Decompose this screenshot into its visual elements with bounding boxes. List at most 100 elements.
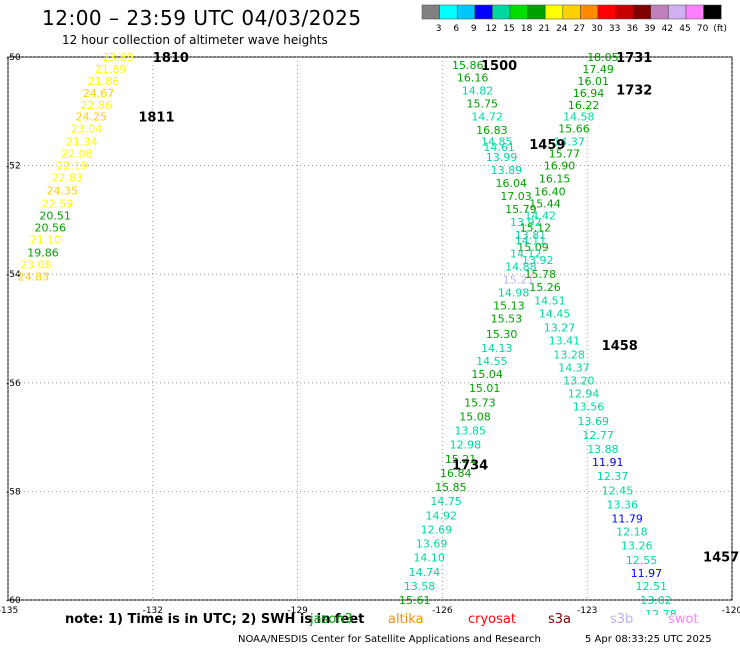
- wave-height-point: 20.56: [35, 222, 66, 235]
- wave-height-point: 13.99: [486, 151, 517, 164]
- legend-label: 15: [503, 24, 514, 34]
- wave-height-point: 13.85: [454, 425, 486, 438]
- y-tick-label: -56: [6, 379, 21, 389]
- y-tick-label: -50: [6, 53, 21, 63]
- legend-label: 30: [591, 24, 603, 34]
- satellite-legend-s3b: s3b: [610, 612, 634, 627]
- wave-height-point: 15.01: [469, 382, 501, 395]
- wave-height-point: 14.74: [409, 566, 441, 579]
- wave-height-point: 15.86: [452, 59, 484, 72]
- wave-height-point: 14.72: [471, 111, 503, 124]
- wave-height-point: 22.08: [61, 148, 93, 161]
- wave-height-point: 15.12: [520, 222, 552, 235]
- wave-height-point: 14.51: [534, 294, 566, 307]
- footer-credit: NOAA/NESDIS Center for Satellite Applica…: [238, 634, 541, 645]
- track-label: 1458: [602, 339, 638, 354]
- wave-height-point: 12.37: [597, 470, 629, 483]
- wave-height-point: 15.77: [549, 148, 581, 161]
- wave-height-point: 14.88: [505, 261, 537, 274]
- wave-height-point: 13.36: [607, 498, 639, 511]
- wave-height-point: 16.16: [457, 72, 489, 85]
- wave-height-point: 11.97: [631, 567, 663, 580]
- wave-height-point: 15.21: [503, 274, 535, 287]
- wave-height-point: 12.78: [645, 608, 677, 615]
- wave-height-point: 12.98: [450, 439, 482, 452]
- legend-label: 6: [453, 24, 459, 34]
- wave-height-point: 13.28: [553, 349, 585, 362]
- wave-height-point: 21.34: [66, 136, 98, 149]
- wave-height-point: 14.12: [510, 248, 542, 261]
- wave-height-point: 15.73: [464, 396, 496, 409]
- legend-label: 9: [471, 24, 477, 34]
- legend-label: 42: [662, 24, 673, 34]
- wave-height-point: 13.92: [510, 216, 542, 229]
- wave-height-point: 13.20: [563, 375, 595, 388]
- wave-height-point: 13.81: [515, 229, 547, 242]
- wave-height-point: 14.37: [553, 136, 585, 149]
- x-tick-label: -129: [287, 606, 308, 615]
- color-scale-legend: 3 6 9 12 15 18 21 24 27 30 33 36 39 42 45 70 (ft): [421, 4, 727, 34]
- wave-height-point: 12.94: [568, 388, 600, 401]
- wave-height-point: 24.35: [47, 185, 79, 198]
- wave-height-point: 16.01: [578, 75, 610, 88]
- wave-height-point: 16.04: [495, 177, 527, 190]
- track-label: 1459: [529, 138, 565, 153]
- wave-height-point: 16.84: [440, 467, 472, 480]
- legend-label: 45: [679, 24, 690, 34]
- wave-height-point: 14.11: [515, 235, 547, 248]
- track-label: 1810: [153, 51, 189, 66]
- y-tick-label: -52: [6, 162, 21, 172]
- wave-height-point: 14.98: [498, 287, 530, 300]
- wave-height-point: 15.78: [524, 268, 556, 281]
- wave-height-point: 11.91: [592, 456, 624, 469]
- wave-height-point: 14.55: [476, 355, 508, 368]
- x-tick-label: -132: [143, 606, 163, 615]
- satellite-legend-s3a: s3a: [548, 612, 572, 627]
- wave-height-point: 21.10: [30, 233, 62, 246]
- wave-height-point: 13.92: [522, 254, 554, 267]
- legend-label: 33: [609, 24, 620, 34]
- wave-height-point: 15.75: [467, 98, 499, 111]
- wave-height-point: 14.85: [481, 136, 512, 149]
- wave-height-point: 13.69: [578, 415, 610, 428]
- wave-height-point: 23.08: [20, 258, 52, 271]
- wave-height-point: 22.83: [51, 172, 83, 185]
- wave-height-point: 16.83: [476, 124, 508, 137]
- wave-height-point: 17.03: [500, 190, 532, 203]
- track-label: 1731: [616, 51, 652, 66]
- wave-height-point: 24.67: [83, 87, 115, 100]
- track-label: 1457: [703, 551, 739, 566]
- wave-height-point: 13.41: [549, 334, 581, 347]
- wave-height-point: 12.18: [616, 526, 648, 539]
- y-tick-label: -58: [6, 487, 21, 497]
- legend-label: 12: [486, 24, 497, 34]
- track-label: 1500: [481, 59, 517, 74]
- wave-height-point: 19.86: [27, 246, 59, 259]
- legend-label: 3: [436, 24, 442, 34]
- wave-height-point: 15.66: [558, 123, 590, 136]
- wave-height-point: 23.04: [71, 123, 103, 136]
- wave-height-point: 22.59: [42, 198, 74, 211]
- wave-height-point: 11.79: [611, 513, 643, 526]
- chart-subtitle: 12 hour collection of altimeter wave hei…: [62, 33, 328, 47]
- legend-label: 24: [556, 24, 568, 34]
- legend-label: 18: [521, 24, 533, 34]
- wave-height-point: 14.92: [426, 509, 458, 522]
- plot-frame: [7, 56, 733, 601]
- wave-height-point: 15.79: [505, 203, 537, 216]
- wave-height-point: 15.44: [529, 198, 561, 211]
- wave-height-point: 12.77: [582, 429, 614, 442]
- x-tick-label: -126: [432, 606, 453, 615]
- wave-height-point: 21.86: [88, 75, 120, 88]
- wave-height-point: 13.56: [573, 401, 605, 414]
- wave-height-point: 17.49: [582, 63, 614, 76]
- y-tick-label: -60: [6, 596, 21, 606]
- satellite-legend-altika: altika: [388, 612, 424, 627]
- track-label: 1732: [616, 84, 652, 99]
- wave-height-point: 15.85: [435, 481, 467, 494]
- wave-height-point: 13.89: [491, 164, 522, 177]
- wave-height-point: 15.26: [529, 281, 561, 294]
- wave-height-chart: -135 -132 -129 -126 -123 -120 -50 -52 -54 -56 -58 -…: [0, 51, 740, 615]
- satellite-legend-jason3: jason3: [310, 612, 353, 627]
- y-tick-label: -54: [6, 270, 21, 280]
